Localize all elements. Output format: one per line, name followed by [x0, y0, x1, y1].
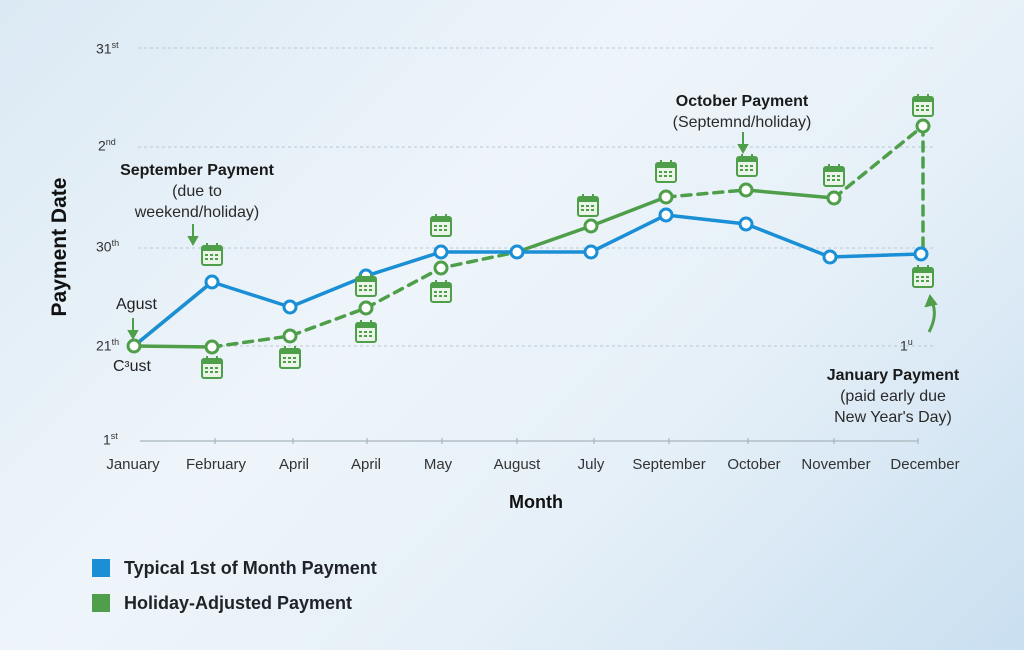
x-tick: November — [801, 456, 871, 473]
x-tick: May — [423, 456, 453, 473]
y-tick-31st: 31st — [96, 40, 119, 57]
x-tick: January — [106, 456, 160, 473]
series-typical — [132, 213, 922, 348]
legend-item-holiday: Holiday-Adjusted Payment — [92, 591, 377, 615]
legend: Typical 1st of Month Payment Holiday-Adj… — [92, 556, 377, 626]
x-tick: February — [185, 456, 247, 473]
x-tick: August — [493, 456, 541, 473]
y-tick-1st: 1st — [103, 431, 118, 448]
annotation-arrows — [127, 132, 938, 341]
x-tick: September — [632, 456, 706, 473]
x-axis-title: Month — [509, 492, 563, 512]
annotation-casust: Cᶟust — [113, 358, 151, 375]
annotation-october: October Payment (Septemnd/holiday) — [672, 93, 812, 131]
legend-item-typical: Typical 1st of Month Payment — [92, 556, 377, 580]
x-tick: April — [350, 456, 382, 473]
legend-swatch-blue — [92, 559, 110, 577]
x-axis — [140, 438, 919, 444]
y-tick-1u: 1u — [900, 337, 913, 354]
x-tick: July — [577, 456, 605, 473]
annotation-september: September Payment (due to weekend/holida… — [120, 162, 274, 221]
annotation-january: January Payment (paid early due New Year… — [826, 367, 960, 426]
y-tick-21st: 21th — [96, 337, 120, 354]
y-tick-2nd: 2nd — [98, 137, 116, 154]
gridlines — [138, 47, 935, 347]
x-tick: April — [278, 456, 310, 473]
x-tick: October — [727, 456, 781, 473]
annotation-agust: Agust — [116, 296, 157, 313]
x-tick: December — [890, 456, 960, 473]
y-tick-30th: 30th — [96, 238, 120, 255]
holiday-markers — [126, 118, 931, 355]
legend-swatch-green — [92, 594, 110, 612]
y-axis-title: Payment Date — [48, 177, 71, 317]
